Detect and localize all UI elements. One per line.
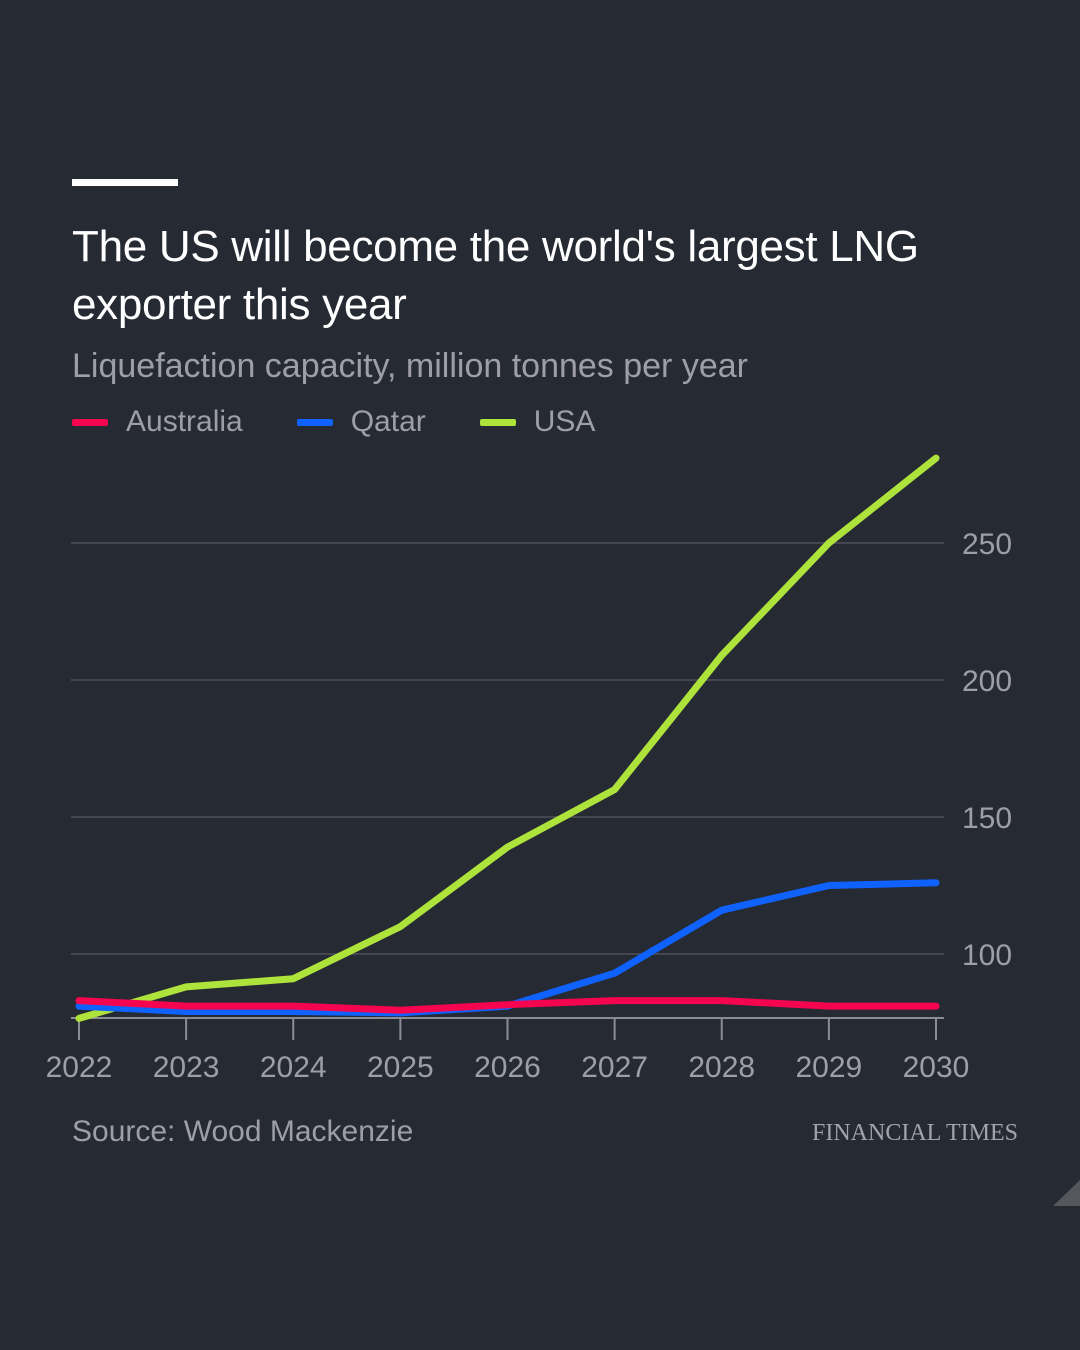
- y-tick-label-100: 100: [962, 939, 1012, 972]
- legend-item-australia: Australia: [72, 405, 243, 439]
- y-axis-labels: 100 150 200 250: [962, 528, 1012, 972]
- legend-swatch-australia: [72, 418, 108, 426]
- x-tick-label-2024: 2024: [260, 1051, 327, 1084]
- legend-item-qatar: Qatar: [296, 405, 426, 439]
- x-tick-label-2026: 2026: [474, 1051, 541, 1084]
- x-tick-label-2025: 2025: [367, 1051, 434, 1084]
- chart-subtitle: Liquefaction capacity, million tonnes pe…: [72, 347, 748, 385]
- x-tick-label-2029: 2029: [796, 1051, 863, 1084]
- series-lines: [75, 454, 940, 1022]
- legend-swatch-usa: [479, 418, 516, 426]
- y-tick-label-250: 250: [962, 528, 1012, 561]
- y-tick-label-150: 150: [962, 802, 1012, 835]
- series-line-usa: [75, 454, 940, 1022]
- legend-item-usa: USA: [479, 405, 596, 439]
- chart-title: The US will become the world's largest L…: [72, 222, 919, 329]
- x-tick-label-2022: 2022: [46, 1051, 113, 1084]
- x-tick-label-2030: 2030: [903, 1051, 970, 1084]
- series-line-australia: [75, 997, 940, 1014]
- corner-triangle-icon: [1053, 1180, 1080, 1206]
- ft-top-rule: [72, 179, 178, 186]
- x-tick-label-2027: 2027: [581, 1051, 648, 1084]
- legend-label-australia: Australia: [126, 405, 243, 438]
- gridlines: [71, 542, 944, 955]
- source-note: Source: Wood Mackenzie: [72, 1115, 414, 1148]
- legend-label-usa: USA: [533, 405, 596, 438]
- x-tick-label-2028: 2028: [688, 1051, 755, 1084]
- y-tick-label-200: 200: [962, 665, 1012, 698]
- legend-label-qatar: Qatar: [350, 405, 426, 438]
- legend: Australia Qatar USA: [72, 402, 649, 442]
- x-tick-label-2023: 2023: [153, 1051, 220, 1084]
- legend-swatch-qatar: [296, 418, 333, 426]
- x-axis: 2022 2023 2024 2025 2026 2027 2028 2029 2030: [46, 1017, 970, 1084]
- ft-brand-logo: FINANCIAL TIMES: [811, 1120, 1018, 1146]
- series-line-qatar: [75, 879, 940, 1017]
